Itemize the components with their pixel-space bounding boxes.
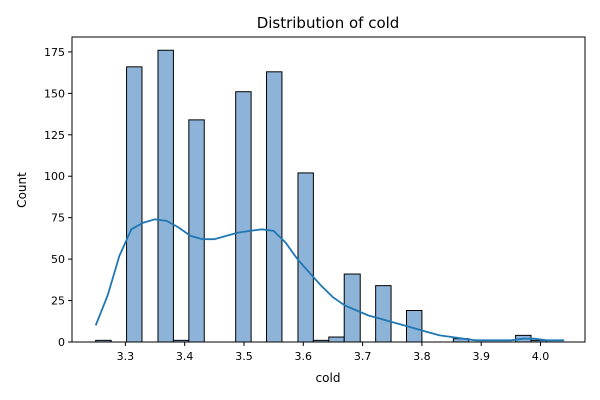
x-axis: 3.3 3.4 3.5 3.6 3.7 3.8 3.9 4.0 <box>117 342 550 363</box>
histogram-bar <box>297 172 314 343</box>
y-tick-label: 100 <box>44 170 65 183</box>
x-tick-label: 3.7 <box>354 350 372 363</box>
histogram-bar <box>328 336 345 343</box>
plot-frame <box>71 36 586 343</box>
x-tick-label: 3.3 <box>117 350 135 363</box>
x-axis-label: cold <box>316 371 341 385</box>
histogram-bar <box>188 119 205 343</box>
bars-group <box>95 49 547 343</box>
y-axis: 0 25 50 75 100 125 150 175 <box>44 46 72 349</box>
x-tick-label: 3.8 <box>413 350 431 363</box>
histogram-bar <box>126 66 143 343</box>
y-axis-label: Count <box>15 172 29 208</box>
histogram-bar <box>375 285 392 343</box>
y-tick-label: 125 <box>44 129 65 142</box>
y-tick-label: 0 <box>58 336 65 349</box>
y-tick-label: 50 <box>51 253 65 266</box>
y-tick-label: 175 <box>44 46 65 59</box>
x-tick-label: 3.5 <box>235 350 253 363</box>
chart-title: Distribution of cold <box>257 14 400 32</box>
y-tick-label: 150 <box>44 87 65 100</box>
y-tick-label: 75 <box>51 212 65 225</box>
kde-line <box>94 218 565 342</box>
x-tick-label: 3.4 <box>176 350 194 363</box>
x-tick-label: 3.9 <box>472 350 490 363</box>
histogram-bar <box>157 49 174 343</box>
x-tick-label: 4.0 <box>532 350 550 363</box>
histogram-bar <box>235 91 252 343</box>
x-tick-label: 3.6 <box>295 350 313 363</box>
histogram-bar <box>266 71 283 343</box>
y-tick-label: 25 <box>51 295 65 308</box>
